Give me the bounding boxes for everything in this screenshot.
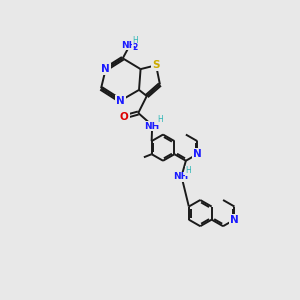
Text: H: H bbox=[185, 166, 191, 175]
Text: O: O bbox=[120, 112, 129, 122]
Text: N: N bbox=[116, 96, 125, 106]
Text: NH: NH bbox=[121, 41, 136, 50]
Text: 2: 2 bbox=[133, 43, 138, 52]
Text: N: N bbox=[101, 64, 110, 74]
Text: N: N bbox=[193, 149, 202, 159]
Text: H: H bbox=[157, 116, 163, 124]
Text: H: H bbox=[132, 36, 138, 45]
Text: S: S bbox=[152, 60, 160, 70]
Text: NH: NH bbox=[173, 172, 188, 182]
Text: NH: NH bbox=[145, 122, 160, 130]
Text: N: N bbox=[230, 214, 239, 225]
